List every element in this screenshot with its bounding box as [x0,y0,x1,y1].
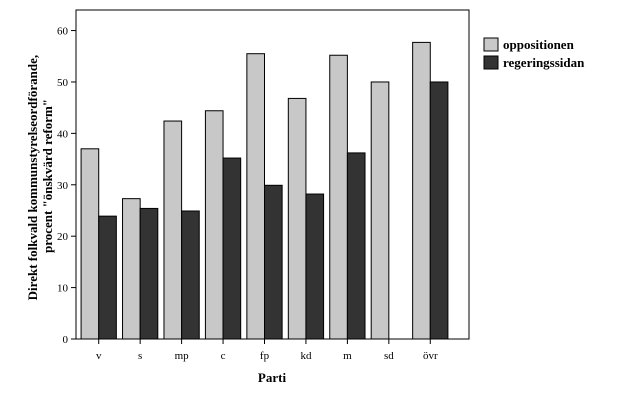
x-tick-label: c [221,350,226,362]
legend-label-oppositionen: oppositionen [503,37,575,52]
x-tick-label: mp [175,350,190,362]
x-tick-label: fp [260,350,270,362]
bar-oppositionen-sd [370,81,390,340]
bar-regeringssidan-s [139,207,159,340]
bar-regeringssidan-fp [264,184,283,340]
x-tick-label: s [138,350,142,362]
bar-oppositionen-övr [412,41,431,340]
legend: oppositionen regeringssidan [483,37,585,70]
y-tick-label: 0 [63,334,69,346]
bar-oppositionen-s [122,198,141,340]
y-tick-label: 10 [57,283,69,295]
bar-oppositionen-kd [287,97,307,340]
legend-label-regeringssidan: regeringssidan [503,55,585,70]
bar-oppositionen-fp [246,53,265,340]
bar-oppositionen-m [329,54,348,340]
bar-oppositionen-v [80,148,100,340]
x-axis-title: Parti [258,370,287,385]
x-tick-label: sd [384,350,394,362]
x-axis: v s mp c fp kd m sd övr [96,339,438,362]
y-axis-title-line-2: procent "önskvärd reform" [40,99,55,253]
y-tick-label: 20 [57,231,69,243]
y-tick-label: 40 [57,128,69,140]
y-axis-title: Direkt folkvald kommunstyrelseordförande… [25,52,55,301]
x-tick-label: kd [300,350,312,362]
bar-regeringssidan-m [346,152,366,340]
y-tick-label: 30 [57,180,69,192]
bar-regeringssidan-mp [181,210,200,340]
legend-swatch-regeringssidan [483,55,499,70]
x-tick-label: m [343,350,352,362]
bar-oppositionen-c [204,110,224,340]
bar-regeringssidan-kd [305,193,325,340]
x-tick-label: v [96,350,102,362]
x-tick-label: övr [423,350,438,362]
y-axis-title-line-1: Direkt folkvald kommunstyrelseordförande… [25,55,40,300]
bar-regeringssidan-övr [429,81,449,340]
bars [80,41,449,340]
y-tick-label: 60 [57,26,69,38]
legend-swatch-oppositionen [483,37,499,52]
bar-regeringssidan-c [222,157,242,340]
bar-regeringssidan-v [98,215,117,340]
bar-oppositionen-mp [163,120,183,340]
y-axis: 0 10 20 30 40 50 60 [57,26,76,346]
y-tick-label: 50 [57,77,69,89]
